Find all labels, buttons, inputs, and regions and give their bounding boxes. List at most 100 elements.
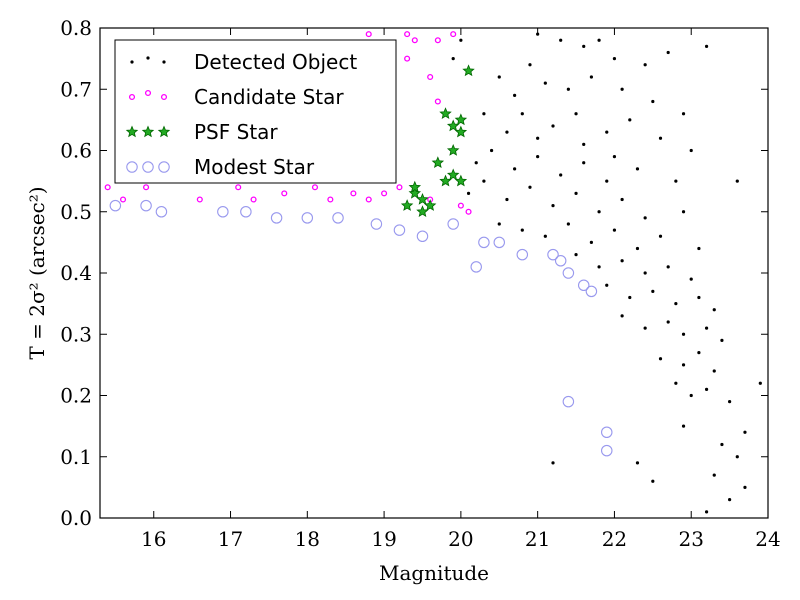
detected-object-point-52 (635, 246, 640, 251)
detected-object-point-94 (451, 57, 455, 61)
detected-object-point-84 (720, 442, 724, 447)
modest-star-point-4 (240, 206, 252, 218)
legend-label-psf-star: PSF Star (194, 120, 278, 144)
modest-star-point-9 (393, 224, 406, 236)
candidate-star-point-6 (281, 190, 288, 197)
detected-object-point-79 (689, 393, 693, 398)
detected-object-point-22 (605, 130, 609, 134)
detected-object-point-3 (597, 38, 601, 42)
y-tick-label: 0.5 (60, 200, 92, 224)
detected-object-point-68 (620, 314, 624, 318)
detected-object-point-5 (643, 63, 647, 67)
legend-marker-detected-object (146, 56, 150, 60)
detected-object-point-15 (651, 99, 655, 104)
legend-marker-modest-star (126, 161, 138, 173)
candidate-star-point-2 (143, 184, 150, 191)
psf-star-point-4 (431, 156, 445, 169)
detected-object-point-29 (536, 155, 540, 159)
legend-marker-psf-star (157, 125, 171, 138)
detected-object-point-17 (482, 112, 486, 116)
y-tick-label: 0.7 (60, 77, 92, 101)
detected-object-point-41 (574, 191, 578, 195)
detected-object-point-45 (681, 210, 686, 214)
detected-object-point-11 (543, 81, 547, 85)
psf-star-point-11 (439, 107, 452, 120)
detected-object-point-25 (689, 148, 693, 153)
detected-object-point-54 (697, 246, 701, 251)
modest-star-point-10 (416, 230, 429, 243)
candidate-star-point-15 (465, 208, 472, 215)
modest-star-point-15 (547, 248, 559, 261)
y-tick-label: 0.8 (60, 16, 92, 40)
detected-object-point-72 (704, 326, 709, 330)
modest-star-point-22 (601, 426, 613, 438)
y-tick-label: 0.0 (60, 506, 92, 530)
detected-object-point-73 (720, 338, 724, 342)
y-tick-label: 0.1 (60, 445, 92, 469)
detected-object-point-82 (758, 381, 762, 385)
detected-object-point-24 (658, 136, 663, 140)
psf-star-point-14 (454, 174, 468, 187)
detected-object-point-47 (520, 228, 524, 232)
detected-object-point-27 (489, 148, 494, 153)
detected-object-point-96 (612, 155, 617, 159)
detected-object-point-39 (528, 185, 532, 189)
x-tick-label: 17 (218, 527, 243, 551)
candidate-star-point-11 (381, 190, 388, 197)
psf-star-point-1 (408, 186, 422, 199)
legend-label-detected-object: Detected Object (194, 50, 357, 74)
psf-star-point-0 (400, 199, 414, 211)
detected-object-point-26 (474, 161, 478, 165)
psf-star-point-10 (462, 64, 475, 77)
y-axis-label: T = 2σ² (arcsec²) (25, 186, 49, 359)
modest-star-point-3 (217, 206, 229, 218)
detected-object-point-66 (697, 295, 701, 300)
psf-star-point-3 (423, 199, 437, 211)
detected-object-point-6 (666, 50, 670, 55)
detected-object-point-91 (651, 479, 655, 483)
y-tick-label: 0.6 (60, 139, 92, 163)
detected-object-point-85 (735, 455, 739, 459)
y-tick-label: 0.4 (60, 261, 92, 285)
legend-marker-psf-star (125, 125, 139, 138)
psf-star-point-7 (446, 119, 460, 132)
legend-marker-modest-star (158, 161, 170, 173)
x-tick-label: 18 (295, 527, 320, 551)
candidate-star-point-20 (411, 37, 418, 44)
detected-object-point-89 (704, 510, 709, 514)
modest-star-point-21 (562, 395, 575, 408)
detected-object-point-50 (589, 240, 594, 244)
detected-object-point-28 (513, 167, 517, 171)
modest-star-point-16 (554, 255, 567, 267)
candidate-star-point-5 (250, 196, 257, 203)
detected-object-point-1 (559, 38, 563, 42)
x-tick-label: 16 (141, 527, 166, 551)
legend-marker-modest-star (142, 161, 154, 173)
legend-label-candidate-star: Candidate Star (194, 85, 344, 109)
detected-object-point-21 (574, 112, 578, 116)
detected-object-point-38 (505, 197, 509, 202)
detected-object-point-9 (513, 93, 517, 97)
legend-marker-candidate-star (128, 93, 136, 101)
candidate-star-point-3 (196, 196, 203, 203)
detected-object-point-78 (674, 381, 678, 385)
detected-object-point-65 (674, 302, 678, 306)
candidate-star-point-12 (396, 184, 403, 191)
detected-object-point-33 (635, 167, 640, 171)
x-tick-label: 22 (602, 527, 627, 551)
psf-star-point-12 (446, 168, 460, 181)
psf-star-point-8 (454, 125, 468, 138)
detected-object-point-16 (681, 112, 686, 116)
detected-object-point-36 (466, 191, 471, 195)
y-tick-label: 0.3 (60, 322, 92, 346)
detected-object-point-51 (612, 228, 617, 232)
modest-star-point-19 (585, 285, 598, 298)
detected-object-point-14 (620, 87, 624, 91)
detected-object-point-63 (628, 295, 632, 300)
x-tick-label: 24 (755, 527, 780, 551)
psf-star-point-13 (408, 180, 422, 193)
candidate-star-point-7 (311, 184, 319, 191)
legend-marker-psf-star (141, 125, 155, 138)
detected-object-point-93 (459, 38, 463, 42)
legend-label-modest-star: Modest Star (194, 155, 315, 179)
